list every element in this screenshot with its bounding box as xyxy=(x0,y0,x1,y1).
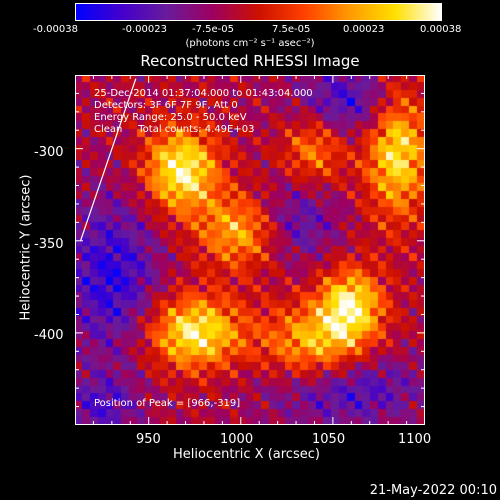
colorbar-units: (photons cm⁻² s⁻¹ asec⁻²) xyxy=(185,38,315,49)
colorbar-tick: -0.00038 xyxy=(33,24,78,35)
limb-line xyxy=(79,78,137,241)
x-axis-label: Heliocentric X (arcsec) xyxy=(173,447,320,462)
colorbar-tick: 0.00023 xyxy=(343,24,385,35)
colorbar-tick: 7.5e-05 xyxy=(272,24,311,35)
annotation-clean: Clean Total counts: 4.49E+03 xyxy=(94,124,255,135)
colorbar xyxy=(75,3,442,21)
colorbar-tick: 0.00038 xyxy=(420,24,462,35)
annotation-peak: Position of Peak = [966,-319] xyxy=(94,398,241,409)
x-tick-label: 1050 xyxy=(312,432,346,447)
annotation-detectors: Detectors: 3F 6F 7F 9F, Att 0 xyxy=(94,100,238,111)
y-tick-label: -300 xyxy=(34,145,64,160)
annotation-time-range: 25-Dec-2014 01:37:04.000 to 01:43:04.000 xyxy=(94,88,313,99)
x-tick-label: 1000 xyxy=(220,432,254,447)
annotation-energy: Energy Range: 25.0 - 50.0 keV xyxy=(94,112,247,123)
plot-frame-border xyxy=(75,75,425,425)
colorbar-tick: -7.5e-05 xyxy=(192,24,234,35)
plot-area xyxy=(75,75,425,425)
footer-date: 21-May-2022 00:10 xyxy=(369,483,497,498)
colorbar-tick: -0.00023 xyxy=(122,24,167,35)
y-tick-label: -400 xyxy=(34,328,64,343)
chart-title: Reconstructed RHESSI Image xyxy=(140,52,360,70)
heatmap-image xyxy=(75,75,425,425)
y-tick-label: -350 xyxy=(34,237,64,252)
x-tick-label: 1100 xyxy=(398,432,432,447)
axis-ticks xyxy=(75,75,425,425)
x-tick-label: 950 xyxy=(136,432,161,447)
y-axis-label: Heliocentric Y (arcsec) xyxy=(18,174,34,321)
